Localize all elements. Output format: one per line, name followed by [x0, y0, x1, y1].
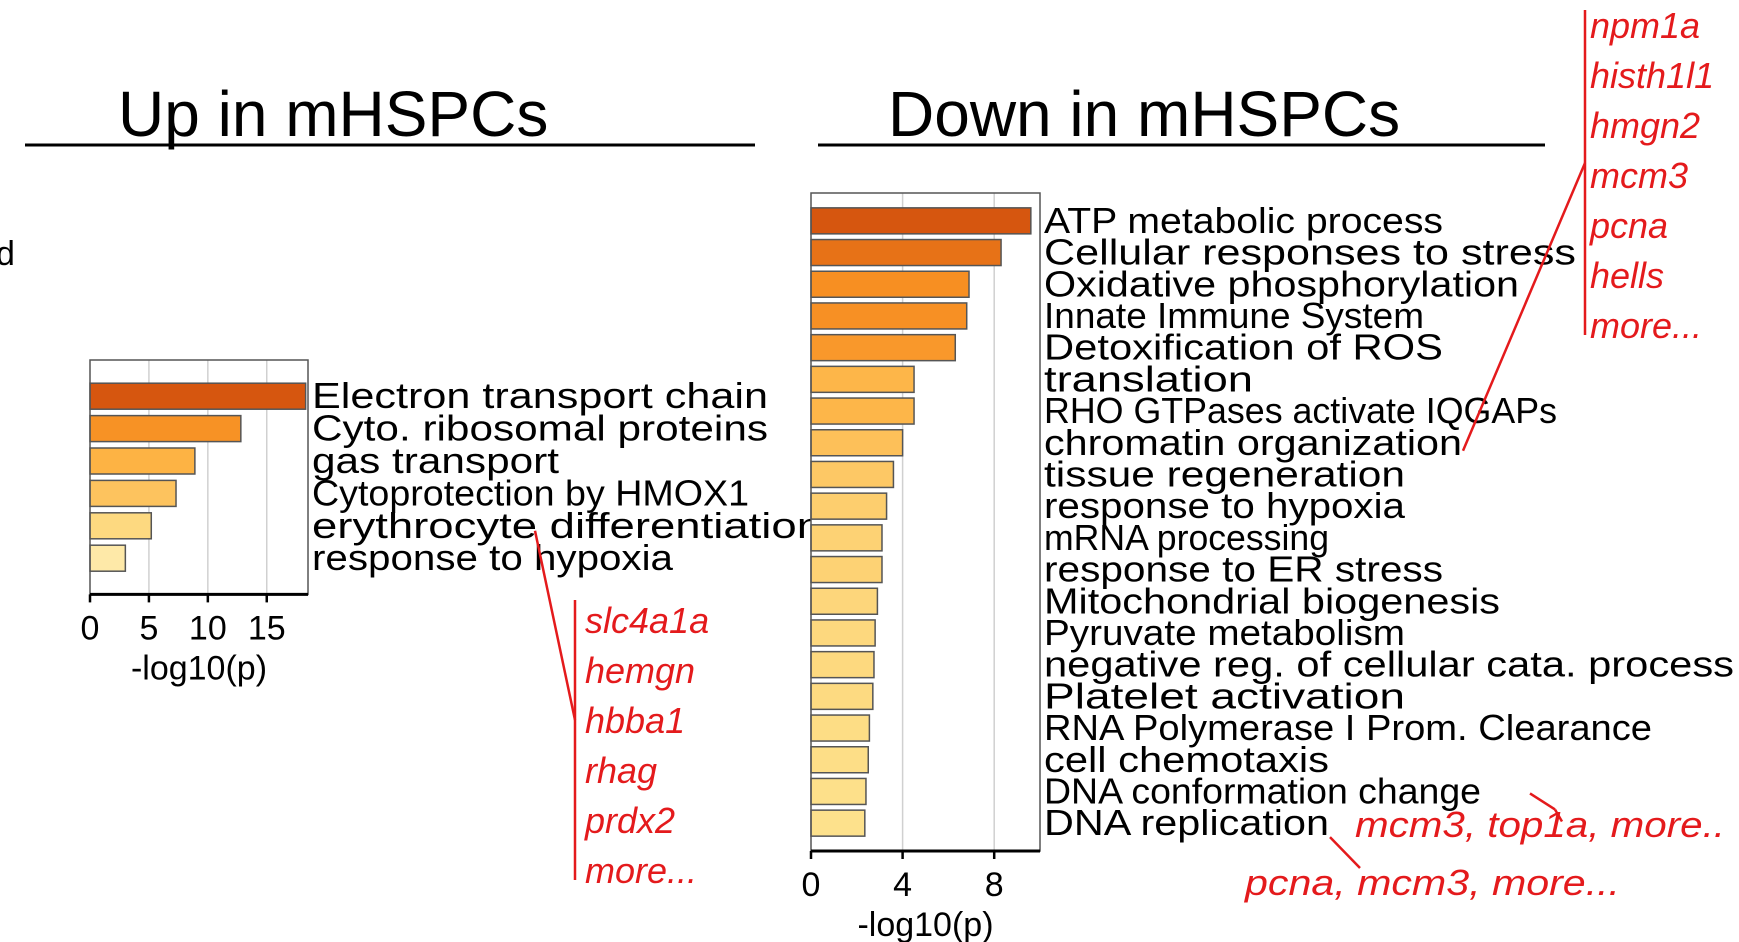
up-annotation-connector	[533, 530, 577, 721]
up-gene-label: prdx2	[584, 800, 675, 841]
down-bar	[810, 714, 871, 742]
down-bar	[810, 302, 968, 330]
down-x-tick-label: 8	[985, 866, 1004, 904]
down-term-label: response to hypoxia	[1044, 485, 1406, 526]
down-term-label: Cellular responses to stress	[1044, 232, 1576, 273]
down-bar	[810, 207, 1032, 235]
down-bar	[810, 619, 876, 647]
down-gene-note: mcm3, top1a, more..	[1355, 804, 1725, 845]
up-bar	[89, 544, 127, 572]
down-x-tick-label: 4	[893, 866, 912, 904]
up-gene-label: rhag	[585, 750, 657, 791]
down-gene-label: mcm3	[1590, 155, 1688, 196]
up-term-label: response to hypoxia	[312, 537, 674, 578]
down-term-label: Platelet activation	[1044, 675, 1405, 716]
down-bar	[810, 460, 895, 489]
down-bar	[810, 365, 915, 394]
up-term-label: Cyto. ribosomal proteins	[312, 408, 768, 449]
down-bar	[810, 746, 869, 774]
down-term-label: RHO GTPases activate IQGAPs	[1044, 390, 1557, 431]
down-bar	[810, 587, 879, 615]
up-bar	[89, 512, 153, 540]
down-term-label: negative reg. of cellular cata. process	[1044, 644, 1734, 685]
down-term-label: DNA replication	[1044, 802, 1329, 843]
down-x-tick-label: 0	[802, 866, 821, 904]
down-bar	[810, 429, 904, 457]
up-gene-label: hemgn	[585, 650, 695, 691]
down-term-label: RNA Polymerase I Prom. Clearance	[1044, 707, 1652, 748]
down-bar	[810, 777, 867, 806]
up-bar	[89, 382, 307, 410]
down-bar	[810, 650, 875, 679]
up-x-tick-label: 5	[139, 609, 158, 647]
down-term-label: chromatin organization	[1044, 422, 1462, 463]
down-bar	[810, 524, 883, 552]
down-term-label: translation	[1044, 358, 1253, 399]
down-term-label: cell chemotaxis	[1044, 739, 1329, 780]
down-term-label: DNA conformation change	[1044, 770, 1481, 811]
down-term-label: Oxidative phosphorylation	[1044, 263, 1519, 304]
down-annotation-connector	[1529, 792, 1556, 811]
down-gene-label: hells	[1590, 255, 1664, 296]
down-bar	[810, 333, 957, 362]
down-gene-label: more...	[1590, 305, 1702, 346]
down-gene-label: pcna	[1589, 205, 1668, 246]
down-bar	[810, 809, 866, 837]
chart-down: 0 4 8-log10(p) ATP metabolic processCellula…	[802, 5, 1734, 942]
chart-title-down: Down in mHSPCs	[888, 78, 1400, 150]
chart-title-up: Up in mHSPCs	[118, 78, 548, 150]
down-term-label: Pyruvate metabolism	[1044, 612, 1405, 653]
down-term-label: Detoxification of ROS	[1044, 327, 1443, 368]
down-term-label: ATP metabolic process	[1044, 200, 1443, 241]
up-x-axis-label: -log10(p)	[131, 649, 267, 687]
up-bar	[89, 447, 196, 475]
down-bar	[810, 397, 915, 425]
down-bar	[810, 492, 888, 520]
up-gene-label: hbba1	[585, 700, 685, 741]
up-x-tick-label: 10	[189, 609, 227, 647]
down-gene-note: pcna, mcm3, more...	[1244, 862, 1620, 903]
down-term-label: response to ER stress	[1044, 549, 1443, 590]
chart-up: 0 5 10 15-log10(p)Electron transport chainC…	[81, 359, 822, 891]
up-x-tick-label: 15	[248, 609, 286, 647]
up-bar	[89, 479, 177, 508]
down-annotation-connector	[1329, 836, 1361, 869]
up-term-label: Cytoprotection by HMOX1	[312, 472, 749, 513]
up-term-label: gas transport	[312, 440, 559, 481]
up-bar	[89, 414, 242, 443]
down-term-label: Mitochondrial biogenesis	[1044, 580, 1500, 621]
up-term-label: erythrocyte differentiation	[312, 505, 822, 546]
up-x-tick-label: 0	[81, 609, 100, 647]
down-bar	[810, 555, 883, 584]
down-term-label: mRNA processing	[1044, 517, 1329, 558]
down-bar	[810, 270, 970, 298]
down-annotation-connector	[1461, 162, 1587, 452]
up-gene-label: slc4a1a	[585, 600, 709, 641]
up-gene-label: more...	[585, 850, 697, 891]
down-term-label: tissue regeneration	[1044, 453, 1405, 494]
down-term-label: Innate Immune System	[1044, 295, 1424, 336]
down-gene-label: hmgn2	[1590, 105, 1700, 146]
down-annotation-connector	[1553, 808, 1564, 823]
up-term-label: Electron transport chain	[312, 375, 768, 416]
down-gene-label: histh1l1	[1590, 55, 1714, 96]
clipped-text: d	[0, 235, 15, 273]
down-gene-label: npm1a	[1590, 5, 1700, 46]
down-bar	[810, 238, 1002, 267]
down-bar	[810, 682, 874, 711]
down-x-axis-label: -log10(p)	[857, 906, 993, 942]
